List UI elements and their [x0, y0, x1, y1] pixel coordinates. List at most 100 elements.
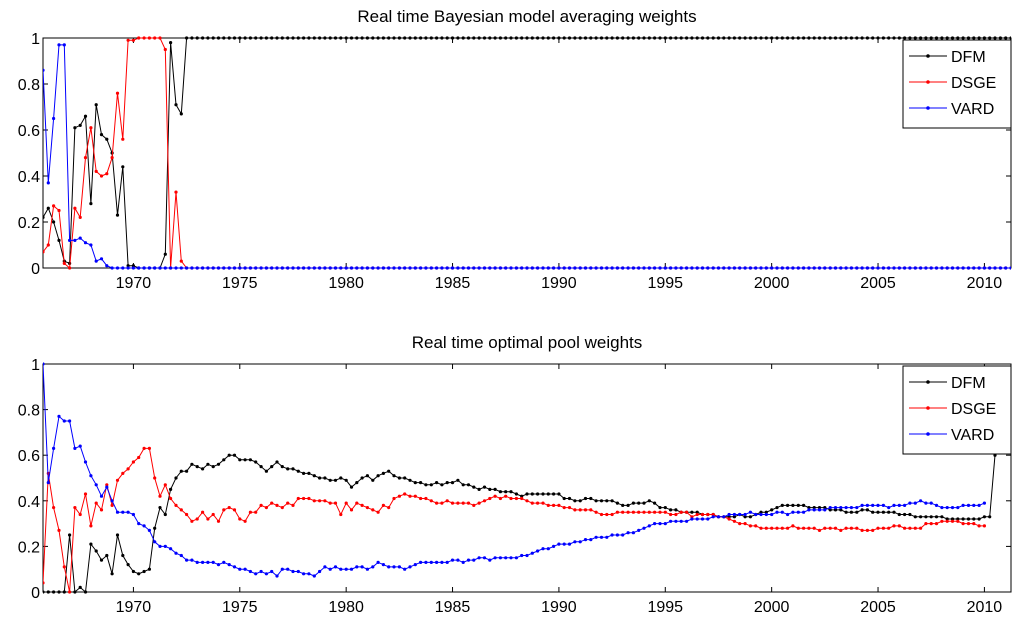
data-point-dfm — [110, 572, 114, 576]
data-point-dfm — [115, 213, 120, 217]
data-point-dfm — [562, 496, 566, 501]
data-point-vard — [89, 474, 93, 478]
data-point-dfm — [610, 36, 614, 40]
data-point-vard — [913, 266, 917, 270]
data-point-vard — [961, 503, 965, 507]
data-point-dsge — [275, 503, 279, 507]
y-tick-label: 0.4 — [18, 494, 40, 511]
data-point-vard — [924, 501, 928, 505]
data-point-vard — [934, 266, 939, 270]
data-point-dsge — [206, 517, 210, 521]
data-point-dfm — [637, 36, 641, 40]
data-point-vard — [78, 444, 82, 448]
legend-label-dfm: DFM — [951, 49, 986, 66]
data-point-dsge — [291, 503, 295, 507]
legend-marker-vard — [926, 432, 930, 436]
data-point-dfm — [185, 36, 189, 40]
data-point-vard — [52, 446, 56, 450]
data-point-vard — [137, 522, 141, 526]
data-point-vard — [376, 560, 380, 565]
x-tick-label: 2010 — [967, 275, 1003, 292]
data-point-dsge — [557, 503, 561, 507]
data-point-dsge — [57, 528, 61, 533]
data-point-vard — [419, 560, 423, 565]
data-point-vard — [52, 116, 56, 121]
data-point-dfm — [780, 503, 784, 507]
data-point-dsge — [525, 499, 529, 503]
data-point-dfm — [286, 467, 290, 471]
data-point-dfm — [573, 36, 577, 40]
data-point-dsge — [615, 510, 620, 514]
data-point-dfm — [360, 36, 364, 40]
data-point-vard — [903, 503, 907, 507]
data-point-dsge — [94, 169, 98, 173]
data-point-dfm — [775, 506, 779, 510]
data-point-dsge — [153, 36, 157, 40]
legend-label-vard: VARD — [951, 101, 994, 118]
data-point-vard — [578, 540, 582, 544]
data-point-dfm — [222, 36, 226, 40]
data-point-dsge — [934, 522, 939, 526]
data-point-dfm — [488, 487, 492, 491]
data-point-dfm — [525, 36, 529, 40]
data-point-dsge — [179, 508, 183, 512]
data-point-vard — [637, 266, 641, 270]
data-point-dfm — [57, 590, 61, 594]
data-point-vard — [78, 236, 82, 240]
data-point-dsge — [89, 126, 93, 130]
data-point-vard — [583, 266, 588, 270]
data-point-vard — [929, 266, 933, 270]
data-point-vard — [631, 266, 636, 270]
data-point-dsge — [839, 528, 843, 533]
data-point-dfm — [461, 36, 465, 40]
data-point-dsge — [185, 512, 189, 517]
data-point-dfm — [328, 36, 332, 40]
data-point-dsge — [344, 501, 348, 505]
data-point-dsge — [115, 91, 120, 95]
data-point-dfm — [163, 252, 167, 256]
data-point-dsge — [179, 259, 183, 263]
data-point-dfm — [562, 36, 566, 40]
data-point-vard — [57, 414, 61, 418]
data-point-vard — [722, 515, 726, 519]
legend: DFM DSGE VARD — [902, 39, 1012, 129]
data-point-vard — [302, 266, 306, 270]
data-point-dfm — [419, 36, 423, 40]
data-point-dfm — [158, 506, 162, 510]
data-point-dsge — [605, 512, 609, 517]
data-point-dfm — [254, 460, 258, 464]
data-point-dfm — [764, 36, 768, 40]
data-point-dfm — [589, 36, 593, 40]
data-point-dfm — [520, 36, 524, 40]
data-point-vard — [509, 266, 513, 270]
data-point-dfm — [865, 36, 870, 40]
data-point-dsge — [807, 526, 811, 530]
data-point-vard — [429, 560, 433, 565]
data-point-dsge — [43, 581, 45, 585]
data-point-dfm — [78, 123, 82, 127]
data-point-dsge — [546, 503, 550, 507]
data-point-vard — [743, 512, 747, 517]
data-point-dfm — [637, 501, 641, 505]
data-point-vard — [73, 446, 77, 450]
data-point-vard — [711, 515, 715, 519]
data-point-dfm — [802, 503, 806, 507]
data-point-dfm — [552, 492, 556, 496]
data-point-dsge — [748, 524, 753, 528]
data-point-dfm — [185, 469, 189, 473]
data-point-dfm — [557, 36, 561, 40]
data-point-vard — [759, 266, 763, 270]
data-point-dsge — [94, 501, 98, 505]
data-point-vard — [865, 266, 870, 270]
data-point-vard — [403, 567, 407, 571]
data-point-dsge — [83, 492, 88, 496]
data-point-vard — [908, 501, 912, 505]
data-point-vard — [700, 517, 705, 521]
data-point-vard — [392, 565, 396, 569]
data-point-dfm — [376, 474, 380, 478]
data-point-vard — [892, 503, 896, 507]
data-point-dsge — [823, 526, 827, 530]
data-point-dsge — [956, 519, 960, 523]
data-point-dsge — [504, 494, 508, 498]
data-point-dfm — [828, 36, 832, 40]
